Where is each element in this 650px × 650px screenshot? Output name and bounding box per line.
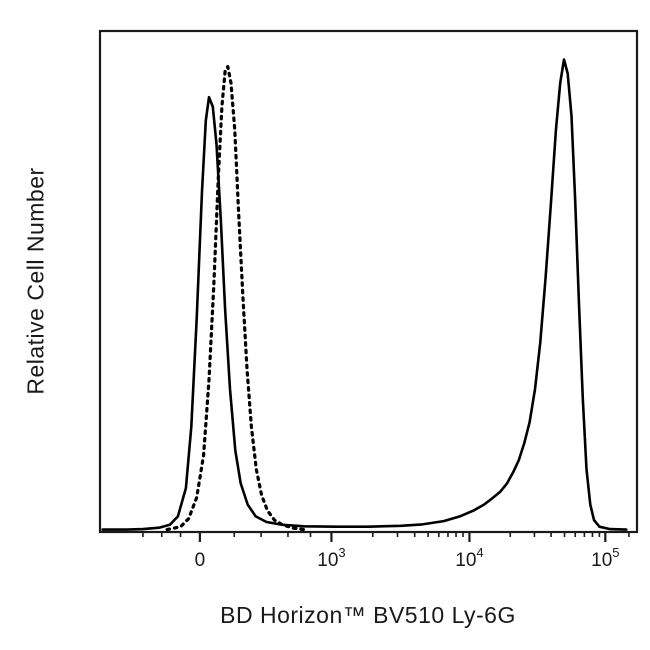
tick-exponent: 3 xyxy=(338,545,345,560)
x-axis-label: BD Horizon™ BV510 Ly-6G xyxy=(220,602,516,628)
x-axis-tick-label: 0 xyxy=(195,550,206,571)
x-axis-tick-label: 104 xyxy=(455,545,483,571)
plot-frame xyxy=(98,29,639,534)
tick-exponent: 4 xyxy=(476,545,483,560)
x-axis-tick-label: 105 xyxy=(591,545,619,571)
x-axis-tick-label: 103 xyxy=(317,545,345,571)
sample-curve-solid xyxy=(101,58,628,531)
tick-exponent: 5 xyxy=(612,545,619,560)
control-curve-dotted xyxy=(165,64,306,532)
y-axis-label: Relative Cell Number xyxy=(22,167,49,395)
